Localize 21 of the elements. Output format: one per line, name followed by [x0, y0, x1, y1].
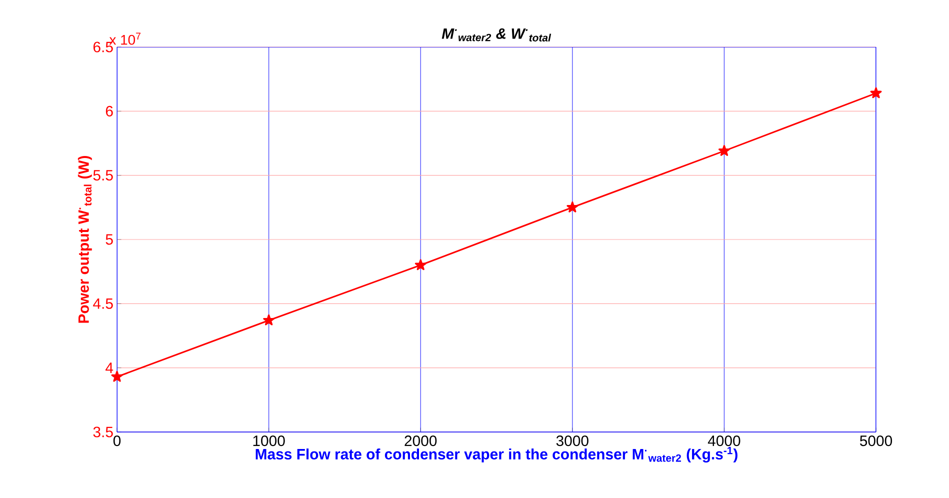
x-tick-label: 3000 [556, 436, 588, 446]
x-tick-label: 4000 [708, 436, 740, 446]
point [718, 144, 730, 156]
point [566, 201, 578, 212]
x-tick-label: 1000 [253, 436, 285, 446]
y-tick-label: 6 [106, 106, 113, 116]
y-axis-title: Power output W$^{·}$$_{total}$ (W) [78, 156, 92, 323]
point [263, 314, 275, 326]
y-tick-label: 4.5 [93, 298, 113, 309]
x-tick-label: 5000 [860, 436, 892, 446]
x-axis-title: Mass Flow rate of condenser vaper in the condenser M$^{·}$$_{water2}$ (Kg.s$^{-1}$) [256, 446, 738, 462]
y-tick-label: 4 [106, 362, 114, 373]
chart-title: M$^{·}$$_{water2}$ & W$^{·}$total [442, 28, 552, 42]
x-tick-label: 0 [113, 436, 121, 446]
point [111, 370, 123, 382]
y-tick-label: 5.5 [93, 170, 113, 181]
x-tick-label: 2000 [404, 436, 437, 446]
point [414, 259, 426, 270]
y-tick-label: 5 [106, 234, 113, 245]
y-tick-label: 3.5 [93, 426, 113, 438]
point [870, 87, 882, 98]
